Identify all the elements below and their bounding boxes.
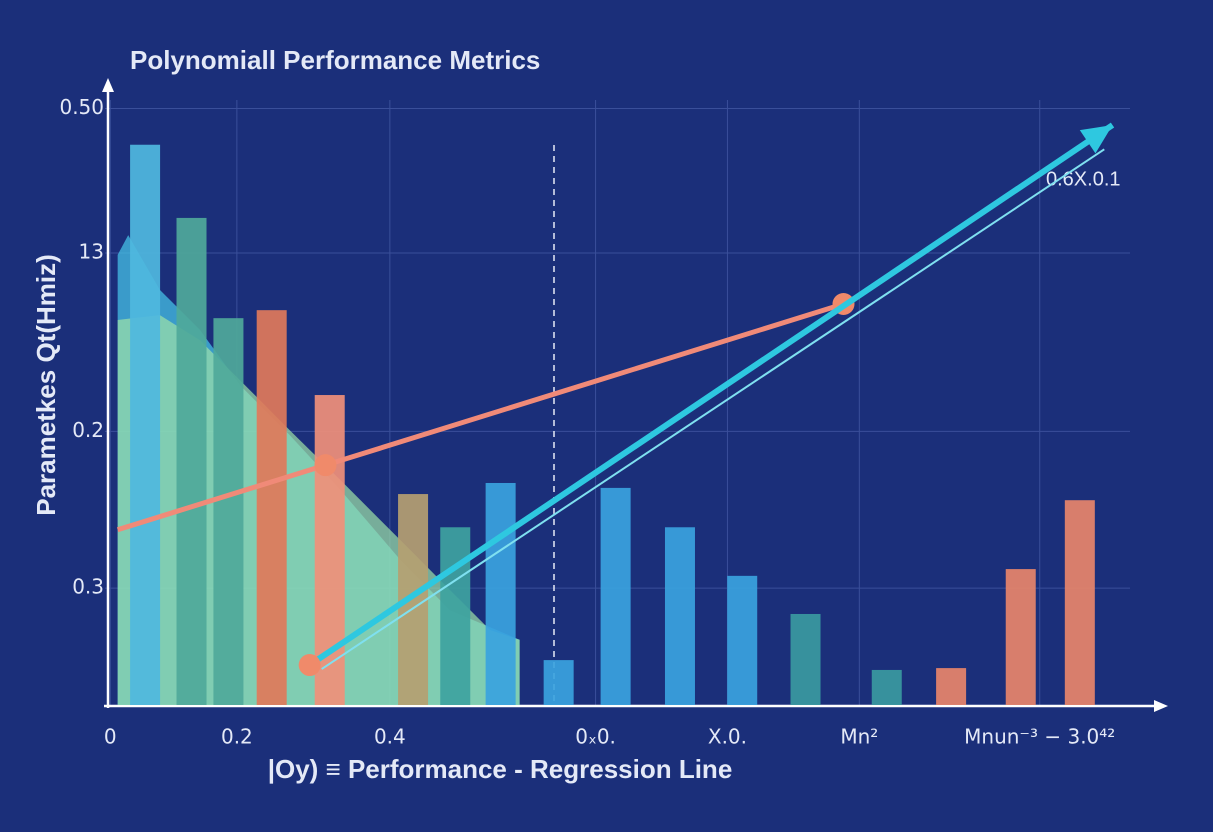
bar: [213, 318, 244, 705]
x-tick-label: Mn²: [840, 725, 878, 749]
line-shadow: [321, 148, 1105, 670]
bar: [485, 482, 516, 705]
bar: [936, 668, 967, 705]
plot-area: [105, 100, 1130, 705]
x-axis-label: |Oy) ≡ Performance - Regression Line: [268, 754, 733, 784]
x-tick-label: 0ₓ0.: [575, 725, 616, 749]
bar: [871, 669, 902, 705]
bar: [1005, 569, 1036, 705]
x-tick-label: X.0.: [708, 725, 747, 749]
x-tick-label: 0.4: [374, 725, 406, 749]
chart-title: Polynomiall Performance Metrics: [130, 45, 540, 75]
y-axis-arrow: [102, 78, 114, 92]
bar: [727, 575, 758, 705]
x-tick-label: 0: [104, 725, 117, 749]
bar: [176, 217, 207, 706]
bar: [600, 487, 631, 705]
line-marker: [314, 454, 337, 477]
arrow-head: [1079, 125, 1113, 154]
y-axis-label: Parametkes Qt(Hmiz): [31, 254, 61, 516]
bar: [790, 613, 821, 705]
bar: [664, 527, 695, 705]
x-tick-label: Mnun⁻³ − 3.0⁴²: [964, 725, 1115, 749]
y-tick-label: 0.50: [59, 95, 104, 119]
line-marker: [298, 654, 321, 677]
y-tick-label: 13: [79, 239, 104, 263]
x-tick-label: 0.2: [221, 725, 253, 749]
bar: [1064, 500, 1095, 705]
line: [307, 122, 1115, 668]
bar: [256, 310, 287, 705]
y-tick-label: 0.3: [72, 575, 104, 599]
bar: [130, 144, 161, 706]
y-tick-label: 0.2: [72, 418, 104, 442]
bar: [440, 527, 471, 705]
annotation: 0.6X.0.1: [1046, 168, 1121, 190]
x-axis-arrow: [1154, 700, 1168, 712]
bar: [543, 660, 574, 705]
